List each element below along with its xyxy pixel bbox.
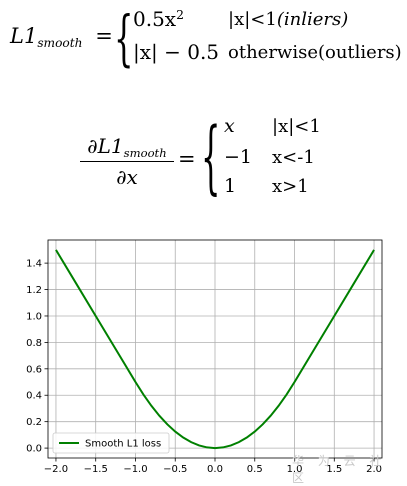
y-tick-label: 0.8 bbox=[26, 338, 42, 349]
y-tick-label: 0.0 bbox=[26, 444, 42, 455]
y-tick-label: 1.0 bbox=[26, 311, 42, 322]
x-tick-label: −0.5 bbox=[163, 464, 187, 475]
x-tick-label: −2.0 bbox=[44, 464, 68, 475]
series-line-smooth-l1-loss bbox=[55, 249, 375, 450]
chart-grid bbox=[48, 240, 382, 458]
formula-2-fraction-bar bbox=[80, 161, 174, 162]
formula-1-case-1-expr-base: 0.5x bbox=[133, 7, 177, 31]
x-tick-label: −1.5 bbox=[84, 464, 108, 475]
formula-2-num-sub: smooth bbox=[123, 146, 167, 161]
formula-1-lhs: L1smooth = bbox=[10, 24, 113, 51]
formula-2-case-1-cond: |x|<1 bbox=[272, 116, 321, 137]
formula-2-equals: = bbox=[178, 147, 196, 171]
formula-2-denominator: ∂x bbox=[116, 165, 138, 189]
x-tick-label: 0.0 bbox=[207, 464, 223, 475]
x-tick-label: 2.0 bbox=[366, 464, 382, 475]
formula-2-brace: { bbox=[201, 111, 221, 205]
formula-1-lhs-main: L1 bbox=[10, 24, 38, 48]
formula-2-case-2-cond: x<-1 bbox=[272, 147, 315, 168]
watermark: 华 为 云 社 区 bbox=[292, 454, 387, 485]
formula-1-case-2-expr: |x| − 0.5 bbox=[133, 40, 220, 64]
formula-1-brace: { bbox=[114, 4, 134, 74]
x-tick-label: −1.0 bbox=[123, 464, 147, 475]
chart-ticks: −2.0 −1.5 −1.0 −0.5 0.0 0.5 1.0 1.5 2.0 0.0 0.2 0.4… bbox=[26, 259, 382, 475]
formula-1-case-1-cond-word: (inliers) bbox=[276, 9, 349, 30]
x-tick-label: 1.5 bbox=[326, 464, 342, 475]
formula-1-case-2-cond: otherwise(outliers) bbox=[228, 42, 402, 63]
legend-label: Smooth L1 loss bbox=[85, 439, 161, 450]
formula-2-num-main: ∂L1 bbox=[87, 134, 124, 158]
formula-2-case-1-expr: x bbox=[224, 115, 235, 137]
y-tick-label: 0.2 bbox=[26, 417, 42, 428]
formula-1-lhs-sub: smooth bbox=[37, 36, 83, 51]
formula-2-numerator: ∂L1smooth bbox=[80, 134, 174, 161]
formula-1-case-1-cond: |x|<1(inliers) bbox=[228, 9, 348, 30]
chart-legend: Smooth L1 loss bbox=[52, 432, 170, 454]
formula-1-case-1-exponent: 2 bbox=[176, 7, 184, 23]
formula-1-equals: = bbox=[95, 24, 113, 48]
formula-2-fraction: ∂L1smooth ∂x bbox=[80, 134, 174, 189]
formula-1-case-1-cond-abs: |x|<1 bbox=[228, 9, 277, 30]
formula-1-case-1-expr: 0.5x2 bbox=[133, 7, 184, 31]
legend-box bbox=[52, 432, 170, 454]
y-tick-label: 1.2 bbox=[26, 285, 42, 296]
y-tick-label: 0.6 bbox=[26, 364, 42, 375]
formula-2-case-3-cond: x>1 bbox=[272, 176, 309, 197]
chart-series bbox=[55, 249, 375, 450]
y-tick-label: 0.4 bbox=[26, 391, 42, 402]
x-tick-label: 1.0 bbox=[287, 464, 303, 475]
formula-2-case-2-expr: −1 bbox=[224, 146, 253, 168]
y-tick-label: 1.4 bbox=[26, 259, 42, 270]
formula-2-case-3-expr: 1 bbox=[224, 175, 237, 197]
x-tick-label: 0.5 bbox=[247, 464, 263, 475]
